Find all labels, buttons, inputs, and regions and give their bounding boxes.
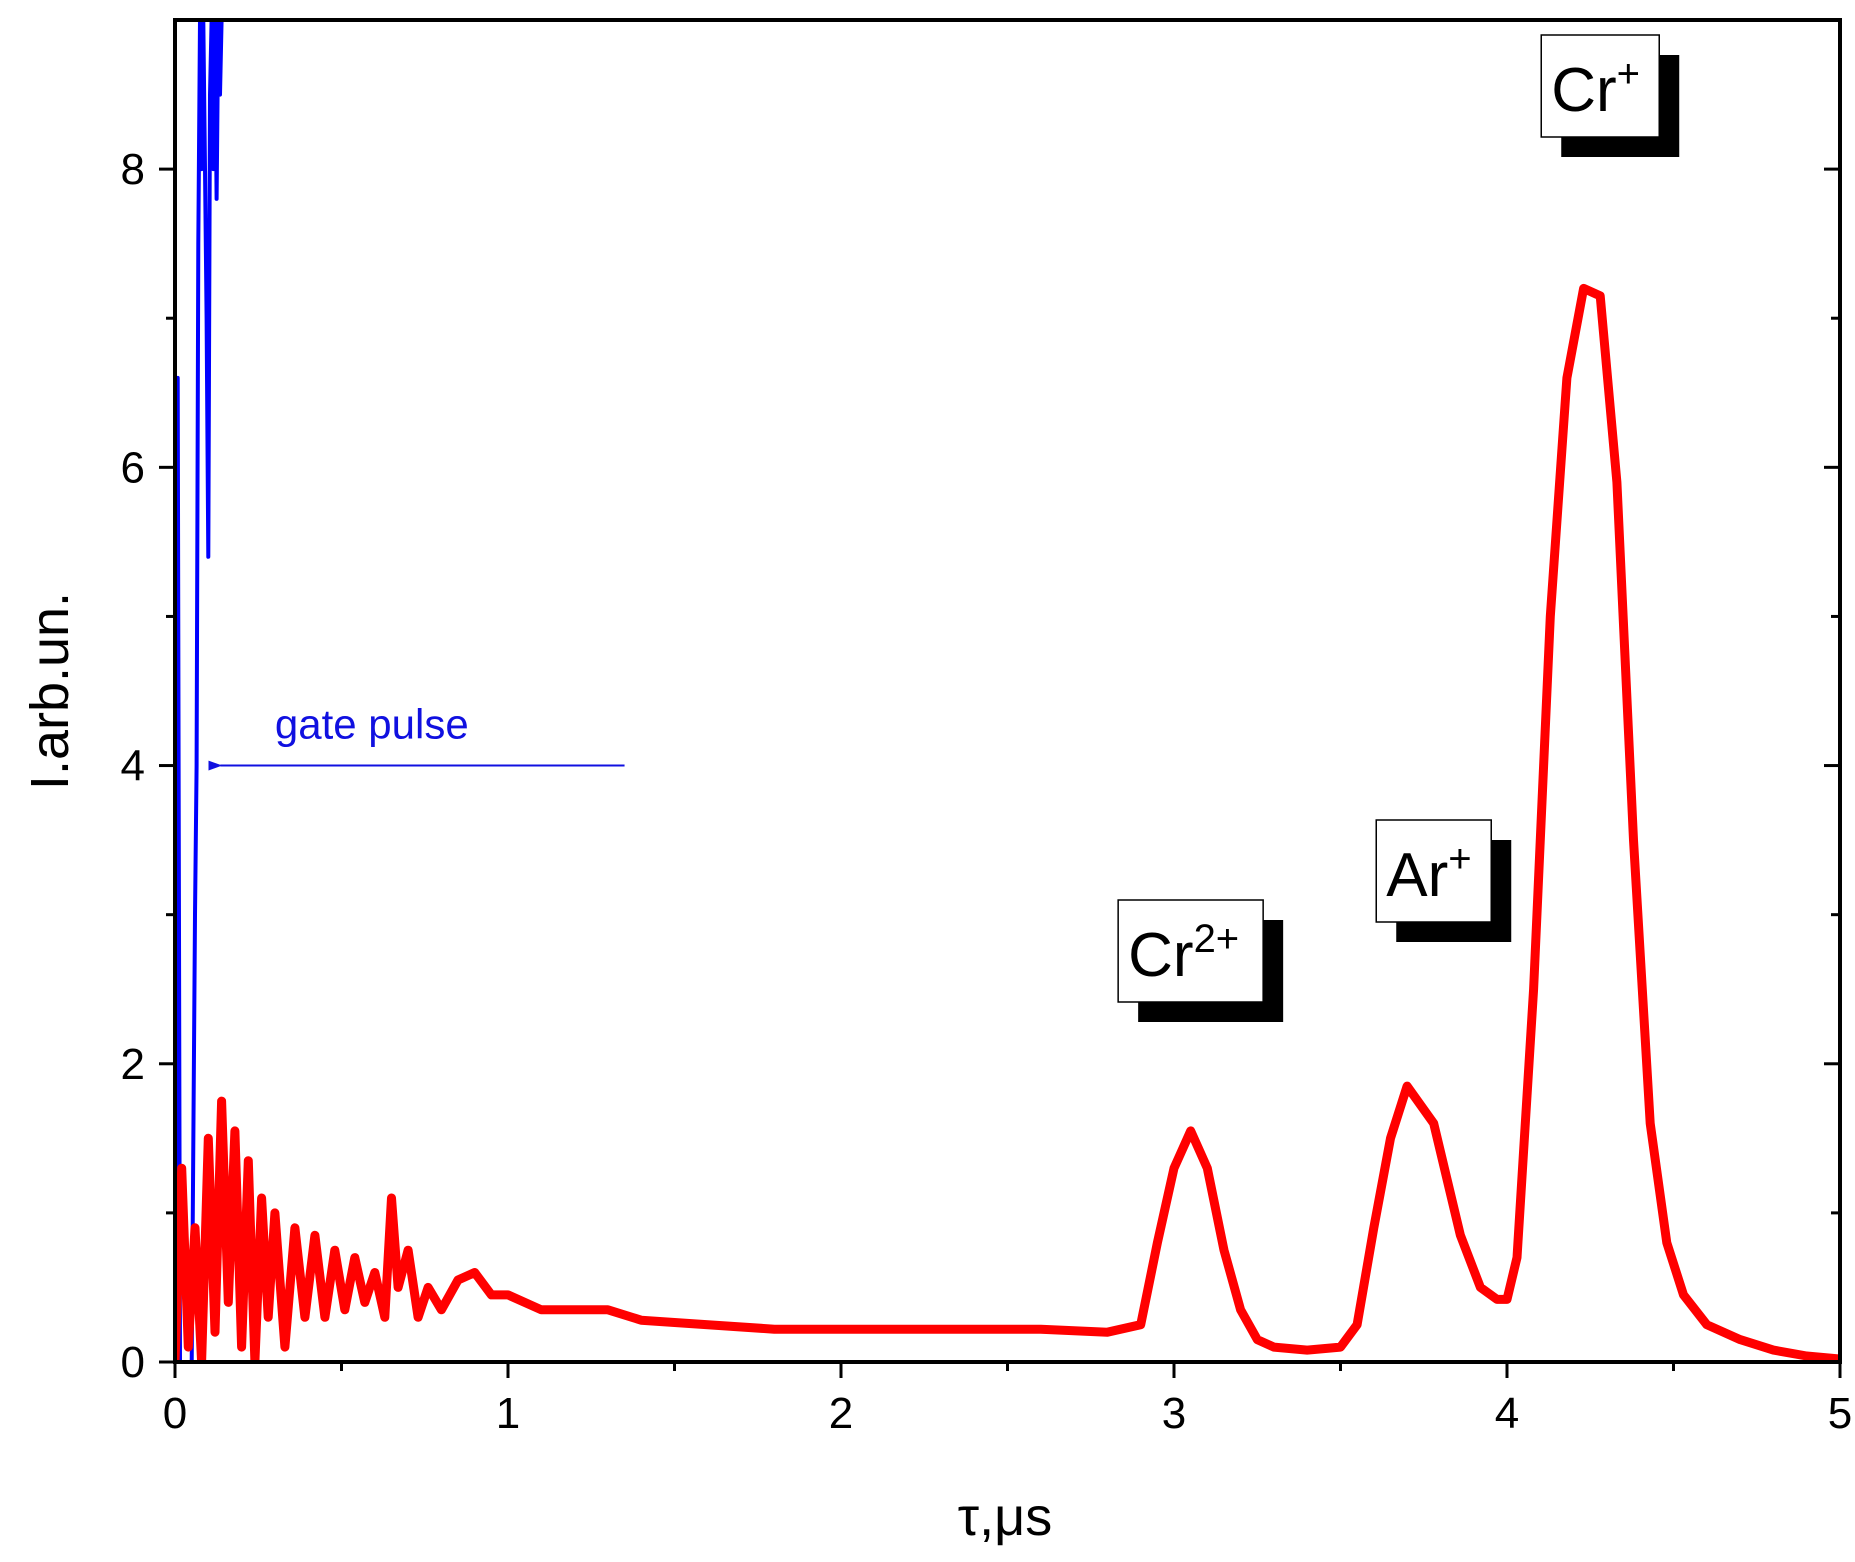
peak-label-box bbox=[1375, 819, 1492, 923]
series-line-1 bbox=[175, 283, 1840, 1362]
tick-layer: 0 1 2 3 4 5 0 2 4 6 8 bbox=[121, 145, 1853, 1438]
y-axis-title: I.arb.un. bbox=[20, 592, 80, 790]
y-tick-label: 0 bbox=[121, 1338, 145, 1387]
peak-label-box bbox=[1540, 34, 1660, 138]
x-tick-label: 1 bbox=[496, 1389, 520, 1438]
x-tick-label: 2 bbox=[829, 1389, 853, 1438]
series-layer bbox=[175, 20, 1840, 1362]
peak-label-1: Ar+ bbox=[1375, 819, 1512, 942]
peak-label-text: Ar+ bbox=[1386, 837, 1471, 910]
peak-label-layer: Cr2+ Ar+ Cr+ bbox=[1117, 34, 1680, 1022]
x-tick-label: 5 bbox=[1828, 1389, 1852, 1438]
y-tick-label: 2 bbox=[121, 1040, 145, 1089]
y-tick-label: 6 bbox=[121, 443, 145, 492]
peak-label-2: Cr+ bbox=[1540, 34, 1680, 157]
peak-label-text: Cr2+ bbox=[1128, 917, 1239, 990]
peak-label-text: Cr+ bbox=[1551, 52, 1640, 125]
plot-frame bbox=[173, 18, 1842, 1364]
x-tick-label: 4 bbox=[1495, 1389, 1519, 1438]
series-line-0 bbox=[175, 20, 224, 1362]
annotation-layer: gate pulse bbox=[208, 701, 625, 771]
x-axis-title: τ,μs bbox=[958, 1487, 1052, 1547]
x-tick-label: 0 bbox=[163, 1389, 187, 1438]
y-tick-label: 4 bbox=[121, 742, 145, 791]
gate-pulse-label: gate pulse bbox=[275, 701, 469, 748]
peak-label-0: Cr2+ bbox=[1117, 899, 1284, 1022]
y-tick-label: 8 bbox=[121, 145, 145, 194]
peak-label-box bbox=[1117, 899, 1264, 1003]
x-tick-label: 3 bbox=[1162, 1389, 1186, 1438]
